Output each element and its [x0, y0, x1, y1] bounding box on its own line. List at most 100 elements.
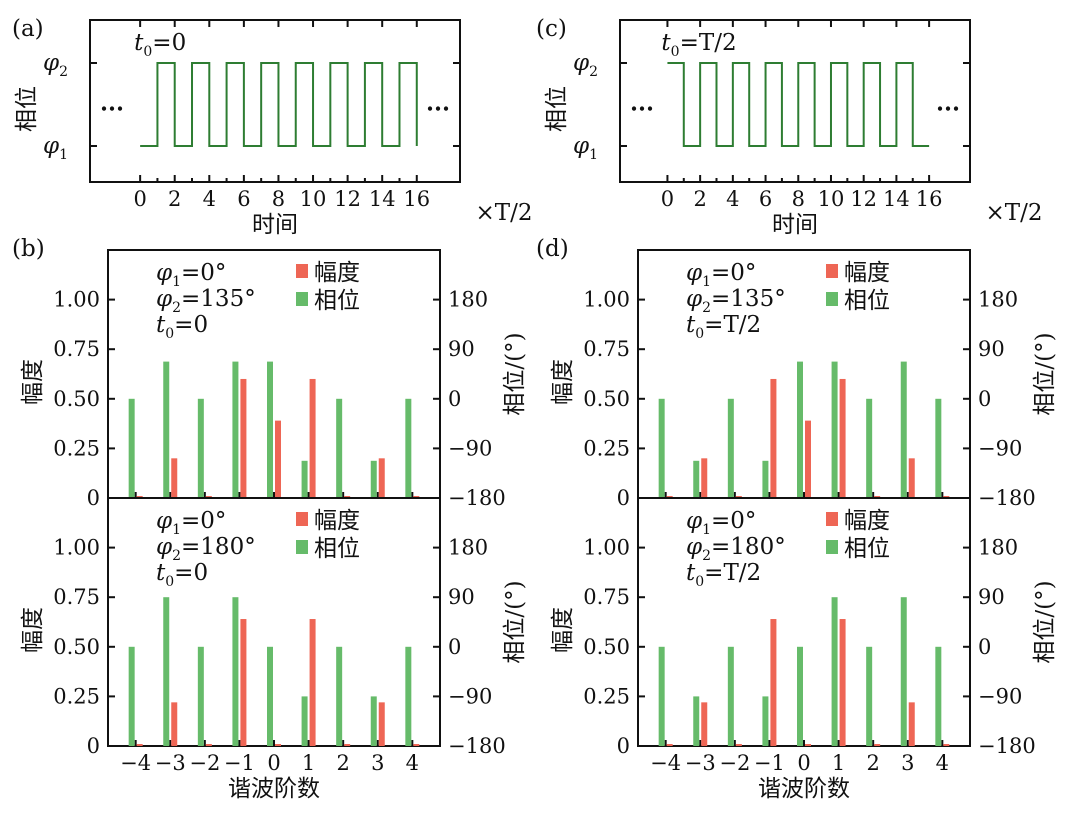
amplitude-bar — [805, 744, 811, 746]
amplitude-bar — [240, 378, 247, 498]
panel-t0-label: t0=T/2 — [661, 30, 736, 60]
phase-bar — [658, 398, 665, 498]
x-tick-label: 8 — [272, 187, 285, 211]
amplitude-bar — [240, 619, 247, 746]
x-axis-label: 谐波阶数 — [228, 776, 320, 802]
legend-label-phase: 相位 — [314, 288, 360, 314]
y-left-tick-label: 0.75 — [583, 585, 630, 609]
square-wave-line — [667, 62, 930, 147]
y-right-axis-label: 相位/(°) — [1032, 332, 1058, 415]
y-left-tick-label: 0.75 — [53, 337, 100, 361]
x-tick-label: 6 — [759, 187, 772, 211]
y-right-axis-label: 相位/(°) — [502, 580, 528, 663]
phase-bar — [405, 398, 412, 498]
legend-swatch-phase — [826, 540, 838, 554]
legend-label-amplitude: 幅度 — [314, 260, 360, 286]
amplitude-bar — [908, 702, 915, 746]
y-right-tick-label: 0 — [448, 387, 461, 411]
ellipsis-right: ... — [936, 90, 960, 117]
phase-bar — [301, 460, 308, 498]
amplitude-bar — [839, 619, 846, 746]
y-tick-label-phi2: φ2 — [43, 50, 68, 80]
y-left-tick-label: 0.75 — [53, 585, 100, 609]
phase-bar — [935, 398, 942, 498]
param-phi2: φ2=135° — [156, 286, 256, 316]
y-left-tick-label: 1.00 — [583, 288, 630, 312]
x-tick-label: −4 — [120, 751, 151, 775]
x-tick-label: −1 — [754, 751, 785, 775]
y-right-axis-label: 相位/(°) — [1032, 580, 1058, 663]
phase-bar — [658, 646, 665, 746]
param-phi1: φ1=0° — [156, 260, 226, 290]
x-tick-label: 2 — [168, 187, 181, 211]
param-phi2: φ2=180° — [686, 534, 786, 564]
amplitude-bar — [378, 458, 385, 498]
param-phi2: φ2=135° — [686, 286, 786, 316]
amplitude-bar — [874, 744, 881, 746]
amplitude-bar — [770, 378, 777, 498]
phase-bar — [727, 646, 734, 746]
param-t0: t0=0 — [156, 312, 208, 342]
param-phi1: φ1=0° — [156, 508, 226, 538]
legend-label-phase: 相位 — [314, 536, 360, 562]
phase-bar — [336, 398, 343, 498]
x-tick-label: 10 — [818, 187, 845, 211]
amplitude-bar — [770, 619, 777, 746]
x-tick-label: 14 — [883, 187, 910, 211]
x-tick-label: 2 — [336, 751, 349, 775]
param-phi1: φ1=0° — [686, 508, 756, 538]
ellipsis-left: ... — [630, 90, 654, 117]
x-tick-label: 4 — [936, 751, 949, 775]
y-left-tick-label: 1.00 — [583, 536, 630, 560]
x-tick-label: 2 — [693, 187, 706, 211]
amplitude-bar — [171, 458, 178, 498]
x-tick-label: 6 — [237, 187, 250, 211]
x-tick-label: 0 — [661, 187, 674, 211]
square-wave-line — [140, 62, 418, 147]
amplitude-bar — [701, 458, 708, 498]
amplitude-bar — [805, 420, 811, 498]
x-tick-label: −4 — [650, 751, 681, 775]
phase-bar — [370, 696, 377, 746]
x-tick-label: 14 — [369, 187, 396, 211]
phase-bar — [267, 361, 273, 498]
x-tick-label: 16 — [916, 187, 943, 211]
amplitude-bar — [839, 378, 846, 498]
phase-bar — [866, 398, 873, 498]
phase-bar — [232, 361, 239, 498]
amplitude-bar — [309, 619, 316, 746]
ellipsis-right: ... — [426, 90, 450, 117]
y-left-tick-label: 1.00 — [53, 288, 100, 312]
legend-swatch-amplitude — [826, 264, 838, 278]
phase-bar — [197, 646, 204, 746]
phase-bar — [336, 646, 343, 746]
y-right-tick-label: 90 — [448, 337, 475, 361]
wave-panel-a: 0 2 4 6 8 10 12 14 16... ... t0=0 时间 ×T/2 相位 (a) — [12, 16, 533, 238]
y-right-tick-label: −90 — [978, 684, 1022, 708]
panel-letter: (d) — [536, 236, 569, 262]
amplitude-bar — [171, 702, 178, 746]
x-tick-label: 1 — [832, 751, 845, 775]
y-right-tick-label: 180 — [978, 536, 1018, 560]
phase-bar — [831, 361, 838, 498]
panel-letter: (b) — [12, 236, 45, 262]
phase-bar — [866, 646, 873, 746]
panel-letter: (c) — [536, 16, 567, 42]
amplitude-bar — [378, 702, 385, 746]
y-left-tick-label: 0.25 — [583, 436, 630, 460]
y-right-tick-label: 180 — [448, 288, 488, 312]
phase-bar — [935, 646, 942, 746]
x-unit-label: ×T/2 — [986, 200, 1043, 226]
y-right-tick-label: −180 — [448, 734, 506, 758]
phase-bar — [163, 361, 170, 498]
x-tick-label: 1 — [302, 751, 315, 775]
x-tick-label: −1 — [224, 751, 255, 775]
y-left-tick-label: 1.00 — [53, 536, 100, 560]
x-axis-label: 谐波阶数 — [758, 776, 850, 802]
y-right-tick-label: 180 — [448, 536, 488, 560]
amplitude-bar — [344, 744, 351, 746]
y-right-tick-label: 0 — [978, 635, 991, 659]
